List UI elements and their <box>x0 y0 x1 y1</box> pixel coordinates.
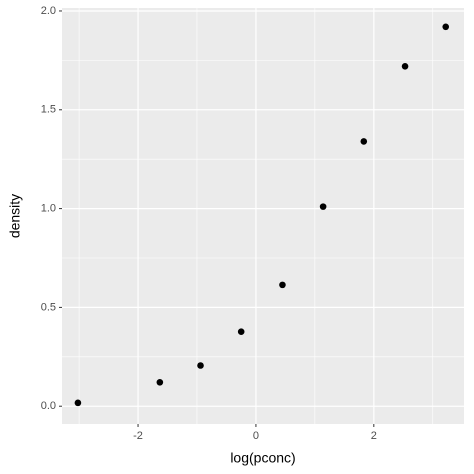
y-tick-label: 2.0 <box>41 5 56 17</box>
x-tick-label: 0 <box>253 430 259 442</box>
point <box>360 138 368 145</box>
point <box>442 23 450 31</box>
x-tick-label: 2 <box>371 430 377 442</box>
y-axis-title: density <box>7 194 23 238</box>
point <box>319 203 327 210</box>
y-tick-label: 1.5 <box>41 104 56 116</box>
x-axis-title: log(pconc) <box>230 450 295 466</box>
y-tick-label: 0.5 <box>41 301 56 313</box>
point <box>237 328 245 336</box>
point <box>156 379 164 386</box>
point <box>74 399 82 407</box>
plot-panel <box>62 8 464 424</box>
point <box>279 281 286 289</box>
y-tick-label: 1.0 <box>41 202 56 214</box>
point <box>401 62 409 70</box>
y-tick-label: 0.0 <box>41 400 56 412</box>
x-tick-label: -2 <box>133 430 143 442</box>
point <box>197 362 204 369</box>
